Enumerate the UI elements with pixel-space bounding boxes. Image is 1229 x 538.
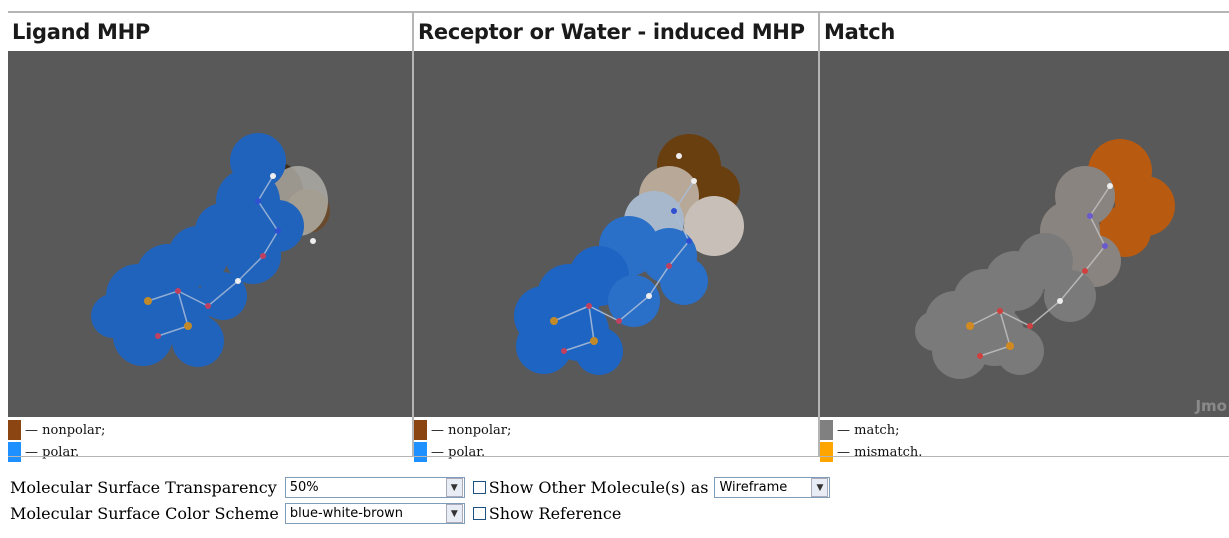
- chevron-down-icon[interactable]: ▼: [445, 478, 463, 497]
- swatch-nonpolar: [414, 420, 427, 440]
- color-scheme-row: Molecular Surface Color Scheme blue-whit…: [10, 503, 621, 524]
- swatch-match: [820, 420, 833, 440]
- panel-title: Ligand MHP: [12, 20, 150, 44]
- show-reference-label: Show Reference: [488, 504, 622, 523]
- transparency-select[interactable]: 50% ▼: [284, 477, 465, 498]
- legend-item-match: — match;: [820, 419, 1226, 441]
- legend-item-polar: — polar.: [8, 441, 414, 463]
- swatch-nonpolar: [8, 420, 21, 440]
- show-reference-checkbox[interactable]: [472, 507, 486, 520]
- controls-divider: [8, 456, 1229, 457]
- transparency-row: Molecular Surface Transparency 50% ▼ Sho…: [10, 477, 831, 498]
- panel-receptor-mhp: Receptor or Water - induced MHP: [414, 13, 820, 462]
- chevron-down-icon[interactable]: ▼: [445, 504, 463, 523]
- legend-item-nonpolar: — nonpolar;: [8, 419, 414, 441]
- show-other-checkbox[interactable]: [472, 481, 486, 494]
- legend-receptor: — nonpolar; — polar.: [414, 419, 820, 463]
- color-scheme-label: Molecular Surface Color Scheme: [10, 504, 279, 523]
- swatch-mismatch: [820, 442, 833, 462]
- show-other-value: Wireframe: [719, 480, 788, 495]
- molecule-surface-ligand: [91, 133, 330, 367]
- jmol-viewer-match[interactable]: Jmo: [820, 51, 1229, 417]
- legend-label: — polar.: [431, 444, 486, 460]
- transparency-value: 50%: [289, 480, 319, 495]
- legend-item-polar: — polar.: [414, 441, 820, 463]
- top-border: [8, 11, 1229, 13]
- show-other-label: Show Other Molecule(s) as: [488, 478, 709, 497]
- color-scheme-value: blue-white-brown: [289, 506, 404, 521]
- panel-ligand-mhp: Ligand MHP: [8, 13, 414, 462]
- color-scheme-select[interactable]: blue-white-brown ▼: [284, 503, 465, 524]
- legend-label: — polar.: [25, 444, 80, 460]
- show-other-select[interactable]: Wireframe ▼: [714, 477, 831, 498]
- legend-item-nonpolar: — nonpolar;: [414, 419, 820, 441]
- legend-match: — match; — mismatch.: [820, 419, 1226, 463]
- chevron-down-icon[interactable]: ▼: [811, 478, 829, 497]
- legend-label: — match;: [837, 422, 900, 438]
- legend-label: — nonpolar;: [25, 422, 106, 438]
- swatch-polar: [414, 442, 427, 462]
- jmol-viewer-receptor[interactable]: [414, 51, 820, 417]
- legend-ligand: — nonpolar; — polar.: [8, 419, 414, 463]
- panel-divider: [412, 13, 414, 457]
- panel-title: Receptor or Water - induced MHP: [418, 20, 805, 44]
- legend-label: — nonpolar;: [431, 422, 512, 438]
- swatch-polar: [8, 442, 21, 462]
- molecule-surface-receptor: [514, 134, 744, 375]
- panel-match: Match: [820, 13, 1229, 462]
- jmol-watermark: Jmo: [1195, 397, 1227, 415]
- legend-label: — mismatch.: [837, 444, 923, 460]
- jmol-viewer-ligand[interactable]: [8, 51, 414, 417]
- molecule-surface-match: [915, 139, 1175, 379]
- panel-divider: [818, 13, 820, 457]
- legend-item-mismatch: — mismatch.: [820, 441, 1226, 463]
- panel-title: Match: [824, 20, 896, 44]
- transparency-label: Molecular Surface Transparency: [10, 478, 277, 497]
